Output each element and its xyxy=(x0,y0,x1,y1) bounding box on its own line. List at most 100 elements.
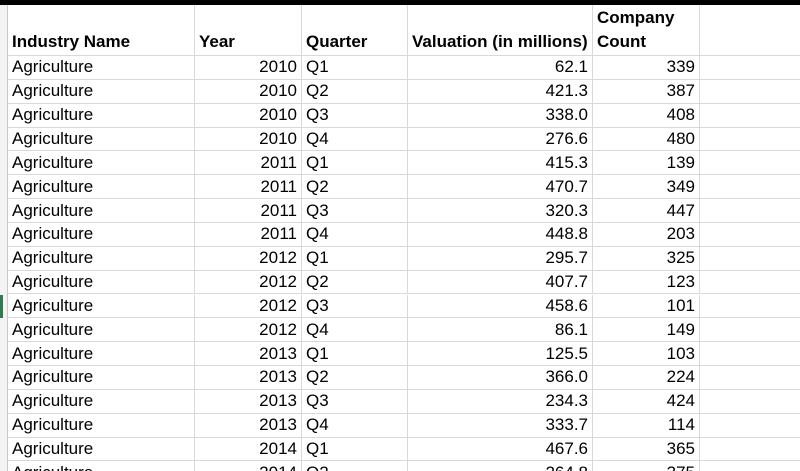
industry-name-cell[interactable]: Agriculture xyxy=(8,199,195,223)
quarter-cell[interactable]: Q4 xyxy=(302,413,408,438)
industry-name-cell[interactable]: Agriculture xyxy=(8,389,195,414)
company-count-cell[interactable]: 123 xyxy=(593,270,700,295)
empty-cell[interactable] xyxy=(700,80,800,104)
valuation-cell[interactable]: 295.7 xyxy=(408,246,593,271)
company-count-cell[interactable]: 480 xyxy=(593,127,700,152)
quarter-cell[interactable]: Q1 xyxy=(302,56,408,80)
valuation-cell[interactable]: 338.0 xyxy=(408,103,593,128)
industry-name-cell[interactable]: Agriculture xyxy=(8,175,195,200)
empty-cell[interactable] xyxy=(700,271,800,295)
year-cell[interactable]: 2013 xyxy=(195,389,302,414)
year-cell[interactable]: 2011 xyxy=(195,151,302,176)
valuation-cell[interactable]: 470.7 xyxy=(408,175,593,200)
quarter-cell[interactable]: Q3 xyxy=(302,294,408,319)
valuation-cell[interactable]: 448.8 xyxy=(408,222,593,247)
empty-cell[interactable] xyxy=(700,56,800,80)
header-valuation[interactable]: Valuation (in millions) xyxy=(408,5,593,56)
company-count-cell[interactable]: 224 xyxy=(593,366,700,390)
quarter-cell[interactable]: Q1 xyxy=(302,246,408,271)
industry-name-cell[interactable]: Agriculture xyxy=(8,270,195,295)
valuation-cell[interactable]: 458.6 xyxy=(408,294,593,319)
valuation-cell[interactable]: 320.3 xyxy=(408,199,593,223)
industry-name-cell[interactable]: Agriculture xyxy=(8,56,195,80)
quarter-cell[interactable]: Q4 xyxy=(302,127,408,152)
industry-name-cell[interactable]: Agriculture xyxy=(8,222,195,247)
quarter-cell[interactable]: Q1 xyxy=(302,437,408,462)
year-cell[interactable]: 2011 xyxy=(195,175,302,200)
valuation-cell[interactable]: 62.1 xyxy=(408,56,593,80)
industry-name-cell[interactable]: Agriculture xyxy=(8,366,195,390)
valuation-cell[interactable]: 276.6 xyxy=(408,127,593,152)
year-cell[interactable]: 2012 xyxy=(195,294,302,319)
company-count-cell[interactable]: 408 xyxy=(593,103,700,128)
quarter-cell[interactable]: Q4 xyxy=(302,222,408,247)
quarter-cell[interactable]: Q2 xyxy=(302,270,408,295)
industry-name-cell[interactable]: Agriculture xyxy=(8,151,195,176)
valuation-cell[interactable]: 366.0 xyxy=(408,366,593,390)
company-count-cell[interactable]: 349 xyxy=(593,175,700,200)
year-cell[interactable]: 2014 xyxy=(195,437,302,462)
industry-name-cell[interactable]: Agriculture xyxy=(8,342,195,367)
year-cell[interactable]: 2011 xyxy=(195,199,302,223)
industry-name-cell[interactable]: Agriculture xyxy=(8,246,195,271)
quarter-cell[interactable]: Q2 xyxy=(302,366,408,390)
company-count-cell[interactable]: 325 xyxy=(593,246,700,271)
valuation-cell[interactable]: 333.7 xyxy=(408,413,593,438)
quarter-cell[interactable]: Q2 xyxy=(302,461,408,471)
year-cell[interactable]: 2012 xyxy=(195,246,302,271)
empty-cell[interactable] xyxy=(700,104,800,128)
industry-name-cell[interactable]: Agriculture xyxy=(8,79,195,104)
quarter-cell[interactable]: Q1 xyxy=(302,342,408,367)
industry-name-cell[interactable]: Agriculture xyxy=(8,318,195,343)
industry-name-cell[interactable]: Agriculture xyxy=(8,294,195,319)
quarter-cell[interactable]: Q1 xyxy=(302,151,408,176)
company-count-cell[interactable]: 447 xyxy=(593,199,700,223)
company-count-cell[interactable]: 365 xyxy=(593,437,700,462)
valuation-cell[interactable]: 86.1 xyxy=(408,318,593,343)
industry-name-cell[interactable]: Agriculture xyxy=(8,127,195,152)
year-cell[interactable]: 2013 xyxy=(195,413,302,438)
year-cell[interactable]: 2010 xyxy=(195,127,302,152)
company-count-cell[interactable]: 139 xyxy=(593,151,700,176)
company-count-cell[interactable]: 375 xyxy=(593,461,700,471)
year-cell[interactable]: 2012 xyxy=(195,318,302,343)
empty-cell[interactable] xyxy=(700,461,800,471)
quarter-cell[interactable]: Q3 xyxy=(302,199,408,223)
empty-cell[interactable] xyxy=(700,390,800,414)
valuation-cell[interactable]: 415.3 xyxy=(408,151,593,176)
valuation-cell[interactable]: 467.6 xyxy=(408,437,593,462)
valuation-cell[interactable]: 234.3 xyxy=(408,389,593,414)
year-cell[interactable]: 2010 xyxy=(195,56,302,80)
quarter-cell[interactable]: Q4 xyxy=(302,318,408,343)
year-cell[interactable]: 2012 xyxy=(195,270,302,295)
valuation-cell[interactable]: 421.3 xyxy=(408,79,593,104)
year-cell[interactable]: 2013 xyxy=(195,366,302,390)
company-count-cell[interactable]: 101 xyxy=(593,294,700,319)
company-count-cell[interactable]: 203 xyxy=(593,222,700,247)
company-count-cell[interactable]: 387 xyxy=(593,79,700,104)
industry-name-cell[interactable]: Agriculture xyxy=(8,461,195,471)
empty-cell[interactable] xyxy=(700,5,800,56)
company-count-cell[interactable]: 149 xyxy=(593,318,700,343)
header-company-count[interactable]: Company Count xyxy=(593,5,700,56)
valuation-cell[interactable]: 407.7 xyxy=(408,270,593,295)
empty-cell[interactable] xyxy=(700,128,800,152)
quarter-cell[interactable]: Q3 xyxy=(302,103,408,128)
empty-cell[interactable] xyxy=(700,175,800,200)
company-count-cell[interactable]: 114 xyxy=(593,413,700,438)
header-year[interactable]: Year xyxy=(195,5,302,56)
company-count-cell[interactable]: 339 xyxy=(593,56,700,80)
year-cell[interactable]: 2010 xyxy=(195,103,302,128)
quarter-cell[interactable]: Q2 xyxy=(302,175,408,200)
quarter-cell[interactable]: Q2 xyxy=(302,79,408,104)
empty-cell[interactable] xyxy=(700,414,800,438)
valuation-cell[interactable]: 264.8 xyxy=(408,461,593,471)
year-cell[interactable]: 2013 xyxy=(195,342,302,367)
empty-cell[interactable] xyxy=(700,151,800,176)
empty-cell[interactable] xyxy=(700,342,800,367)
empty-cell[interactable] xyxy=(700,223,800,247)
year-cell[interactable]: 2014 xyxy=(195,461,302,471)
year-cell[interactable]: 2011 xyxy=(195,222,302,247)
industry-name-cell[interactable]: Agriculture xyxy=(8,437,195,462)
industry-name-cell[interactable]: Agriculture xyxy=(8,413,195,438)
